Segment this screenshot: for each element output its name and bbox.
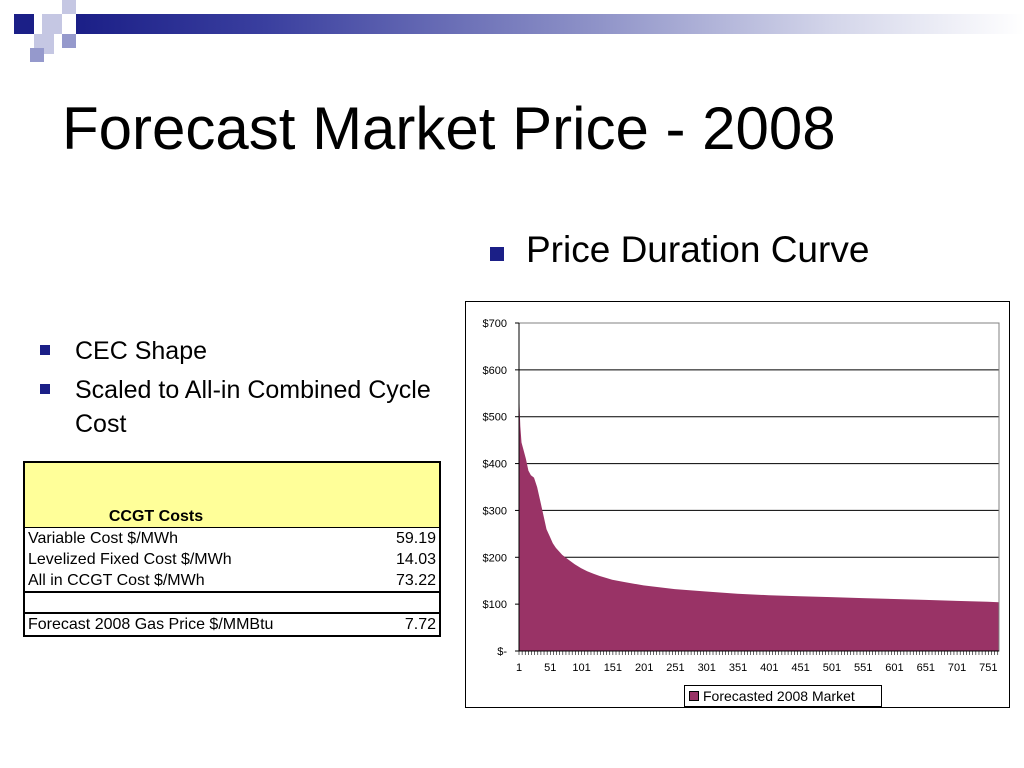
table-row: Variable Cost $/MWh 59.19 — [25, 528, 439, 549]
x-tick-label: 751 — [979, 662, 997, 674]
y-tick-label: $500 — [483, 412, 507, 424]
row-value: 7.72 — [404, 616, 436, 633]
x-tick-label: 351 — [729, 662, 747, 674]
bullet-text: Scaled to All-in Combined Cycle Cost — [75, 376, 431, 438]
x-tick-label: 1 — [516, 662, 522, 674]
x-tick-label: 551 — [854, 662, 872, 674]
slide-title: Forecast Market Price - 2008 — [62, 95, 836, 162]
row-value: 14.03 — [395, 551, 436, 568]
row-value: 59.19 — [395, 530, 436, 547]
row-label: All in CCGT Cost $/MWh — [28, 572, 205, 589]
x-tick-label: 151 — [604, 662, 622, 674]
x-tick-label: 501 — [823, 662, 841, 674]
ccgt-costs-table: CCGT Costs Variable Cost $/MWh 59.19 Lev… — [23, 461, 441, 637]
price-duration-heading-text: Price Duration Curve — [526, 229, 870, 270]
chart-legend: Forecasted 2008 Market — [684, 685, 882, 707]
bullet-square-icon — [40, 345, 50, 355]
series-area — [519, 381, 999, 651]
row-value: 73.22 — [395, 572, 436, 589]
legend-label: Forecasted 2008 Market — [703, 688, 855, 704]
left-bullet-list: CEC Shape Scaled to All-in Combined Cycl… — [38, 334, 438, 446]
bullet-square-icon — [490, 247, 504, 261]
ccgt-table-header: CCGT Costs — [25, 463, 439, 528]
y-tick-label: $600 — [483, 365, 507, 377]
x-tick-label: 51 — [544, 662, 556, 674]
table-row: Levelized Fixed Cost $/MWh 14.03 — [25, 549, 439, 570]
bullet-item: Scaled to All-in Combined Cycle Cost — [38, 373, 438, 441]
y-tick-label: $100 — [483, 599, 507, 611]
bullet-square-icon — [40, 384, 50, 394]
bullet-item: CEC Shape — [38, 334, 438, 368]
table-row-blank — [25, 593, 439, 614]
x-tick-label: 451 — [791, 662, 809, 674]
row-label: Levelized Fixed Cost $/MWh — [28, 551, 232, 568]
x-tick-label: 651 — [917, 662, 935, 674]
table-row: All in CCGT Cost $/MWh 73.22 — [25, 570, 439, 593]
x-tick-label: 101 — [572, 662, 590, 674]
y-tick-label: $300 — [483, 505, 507, 517]
table-row: Forecast 2008 Gas Price $/MMBtu 7.72 — [25, 614, 439, 635]
decorative-squares — [0, 0, 80, 70]
x-tick-label: 701 — [948, 662, 966, 674]
x-tick-label: 401 — [760, 662, 778, 674]
x-tick-label: 601 — [885, 662, 903, 674]
y-tick-label: $400 — [483, 459, 507, 471]
x-tick-label: 301 — [698, 662, 716, 674]
legend-swatch — [689, 691, 699, 701]
header-gradient-bar — [76, 14, 1024, 34]
price-duration-chart: $- $100 $200 $300 $400 $500 $600 $700 1 51 101 151 2… — [465, 301, 1010, 708]
bullet-text: CEC Shape — [75, 337, 208, 365]
y-tick-label: $700 — [483, 318, 507, 330]
y-tick-label: $200 — [483, 552, 507, 564]
x-tick-label: 201 — [635, 662, 653, 674]
x-tick-label: 251 — [666, 662, 684, 674]
row-label: Forecast 2008 Gas Price $/MMBtu — [28, 616, 274, 633]
y-tick-label: $- — [497, 646, 507, 658]
row-label: Variable Cost $/MWh — [28, 530, 178, 547]
ccgt-table-header-text: CCGT Costs — [108, 508, 204, 525]
